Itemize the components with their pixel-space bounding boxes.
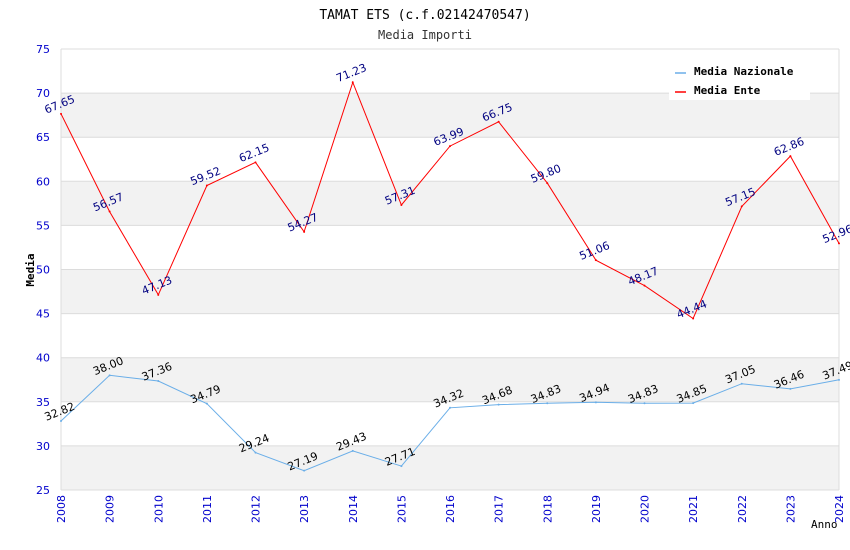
data-point-media-ente [303, 230, 306, 233]
data-label-media-ente: 71.23 [334, 61, 368, 85]
grid-band [61, 357, 839, 402]
y-tick-label: 55 [36, 219, 50, 232]
grid-band [61, 93, 839, 138]
gridlines [60, 48, 840, 491]
data-label-media-ente: 51.06 [578, 239, 612, 263]
data-point-media-ente [108, 210, 111, 213]
data-point-media-nazionale [546, 402, 549, 405]
data-point-media-nazionale [205, 402, 208, 405]
data-point-media-ente [740, 205, 743, 208]
data-point-media-ente [60, 112, 62, 115]
x-tick-label: 2016 [444, 495, 457, 523]
y-tick-label: 40 [36, 352, 50, 365]
x-tick-label: 2019 [590, 495, 603, 523]
series-lines [60, 80, 840, 472]
x-tick-label: 2020 [639, 495, 652, 523]
x-tick-label: 2009 [104, 495, 117, 523]
data-point-media-nazionale [643, 402, 646, 405]
x-tick-label: 2013 [298, 495, 311, 523]
y-tick-label: 60 [36, 175, 50, 188]
data-point-media-nazionale [789, 387, 792, 390]
x-tick-label: 2008 [55, 495, 68, 523]
data-point-media-nazionale [838, 378, 840, 381]
data-point-media-ente [594, 259, 597, 262]
data-point-media-ente [692, 317, 695, 320]
data-point-media-ente [789, 155, 792, 158]
x-tick-label: 2012 [250, 495, 263, 523]
legend-label-media-ente: Media Ente [694, 84, 761, 97]
x-tick-label: 2023 [784, 495, 797, 523]
data-point-media-nazionale [497, 403, 500, 406]
x-tick-label: 2015 [395, 495, 408, 523]
data-point-media-nazionale [449, 406, 451, 409]
data-label-media-ente: 62.86 [772, 135, 806, 159]
data-point-media-nazionale [594, 401, 597, 404]
grid-band [61, 269, 839, 314]
y-tick-label: 35 [36, 396, 50, 409]
data-point-media-nazionale [108, 374, 111, 377]
data-point-media-ente [351, 81, 354, 84]
chart-subtitle: Media Importi [378, 28, 472, 42]
x-tick-label: 2024 [833, 495, 846, 523]
data-point-media-ente [449, 145, 451, 148]
data-point-media-nazionale [60, 420, 62, 423]
x-tick-label: 2014 [347, 495, 360, 523]
x-tick-label: 2022 [736, 495, 749, 523]
grid-band [61, 445, 839, 490]
data-point-media-ente [838, 242, 840, 245]
legend: Media Nazionale Media Ente [669, 60, 810, 100]
x-tick-label: 2010 [152, 495, 165, 523]
y-tick-label: 45 [36, 308, 50, 321]
chart-title: TAMAT ETS (c.f.02142470547) [319, 8, 530, 23]
x-tick-label: 2021 [687, 495, 700, 523]
y-tick-label: 30 [36, 440, 50, 453]
data-point-media-ente [497, 120, 500, 123]
data-point-media-ente [546, 182, 549, 185]
x-axis-ticks: 2008 2009 2010 2011 2012 2013 2014 2015 2016 2017… [55, 495, 846, 523]
grid-band [61, 181, 839, 226]
y-axis-ticks: 25 30 35 40 45 50 55 60 65 70 75 [36, 43, 50, 497]
y-axis-label: Media [24, 253, 37, 286]
data-point-media-ente [157, 293, 160, 296]
data-point-media-ente [643, 284, 646, 287]
legend-box [669, 60, 810, 100]
data-point-media-nazionale [692, 402, 695, 405]
legend-label-media-nazionale: Media Nazionale [694, 65, 794, 78]
x-tick-label: 2017 [493, 495, 506, 523]
y-tick-label: 25 [36, 484, 50, 497]
data-label-media-ente: 62.15 [237, 141, 271, 165]
x-tick-label: 2011 [201, 495, 214, 523]
data-point-media-nazionale [351, 449, 354, 452]
data-point-media-nazionale [254, 451, 257, 454]
data-point-media-ente [254, 161, 257, 164]
x-axis-label: Anno [811, 518, 838, 531]
data-point-media-nazionale [400, 465, 403, 468]
x-tick-label: 2018 [541, 495, 554, 523]
data-point-media-ente [205, 184, 208, 187]
y-tick-label: 70 [36, 87, 50, 100]
y-tick-label: 50 [36, 264, 50, 277]
data-point-media-ente [400, 204, 403, 207]
data-point-media-nazionale [303, 469, 306, 472]
background-bands [61, 93, 839, 490]
y-tick-label: 75 [36, 43, 50, 56]
data-point-media-nazionale [157, 379, 160, 382]
y-tick-label: 65 [36, 131, 50, 144]
data-point-media-nazionale [740, 382, 743, 385]
